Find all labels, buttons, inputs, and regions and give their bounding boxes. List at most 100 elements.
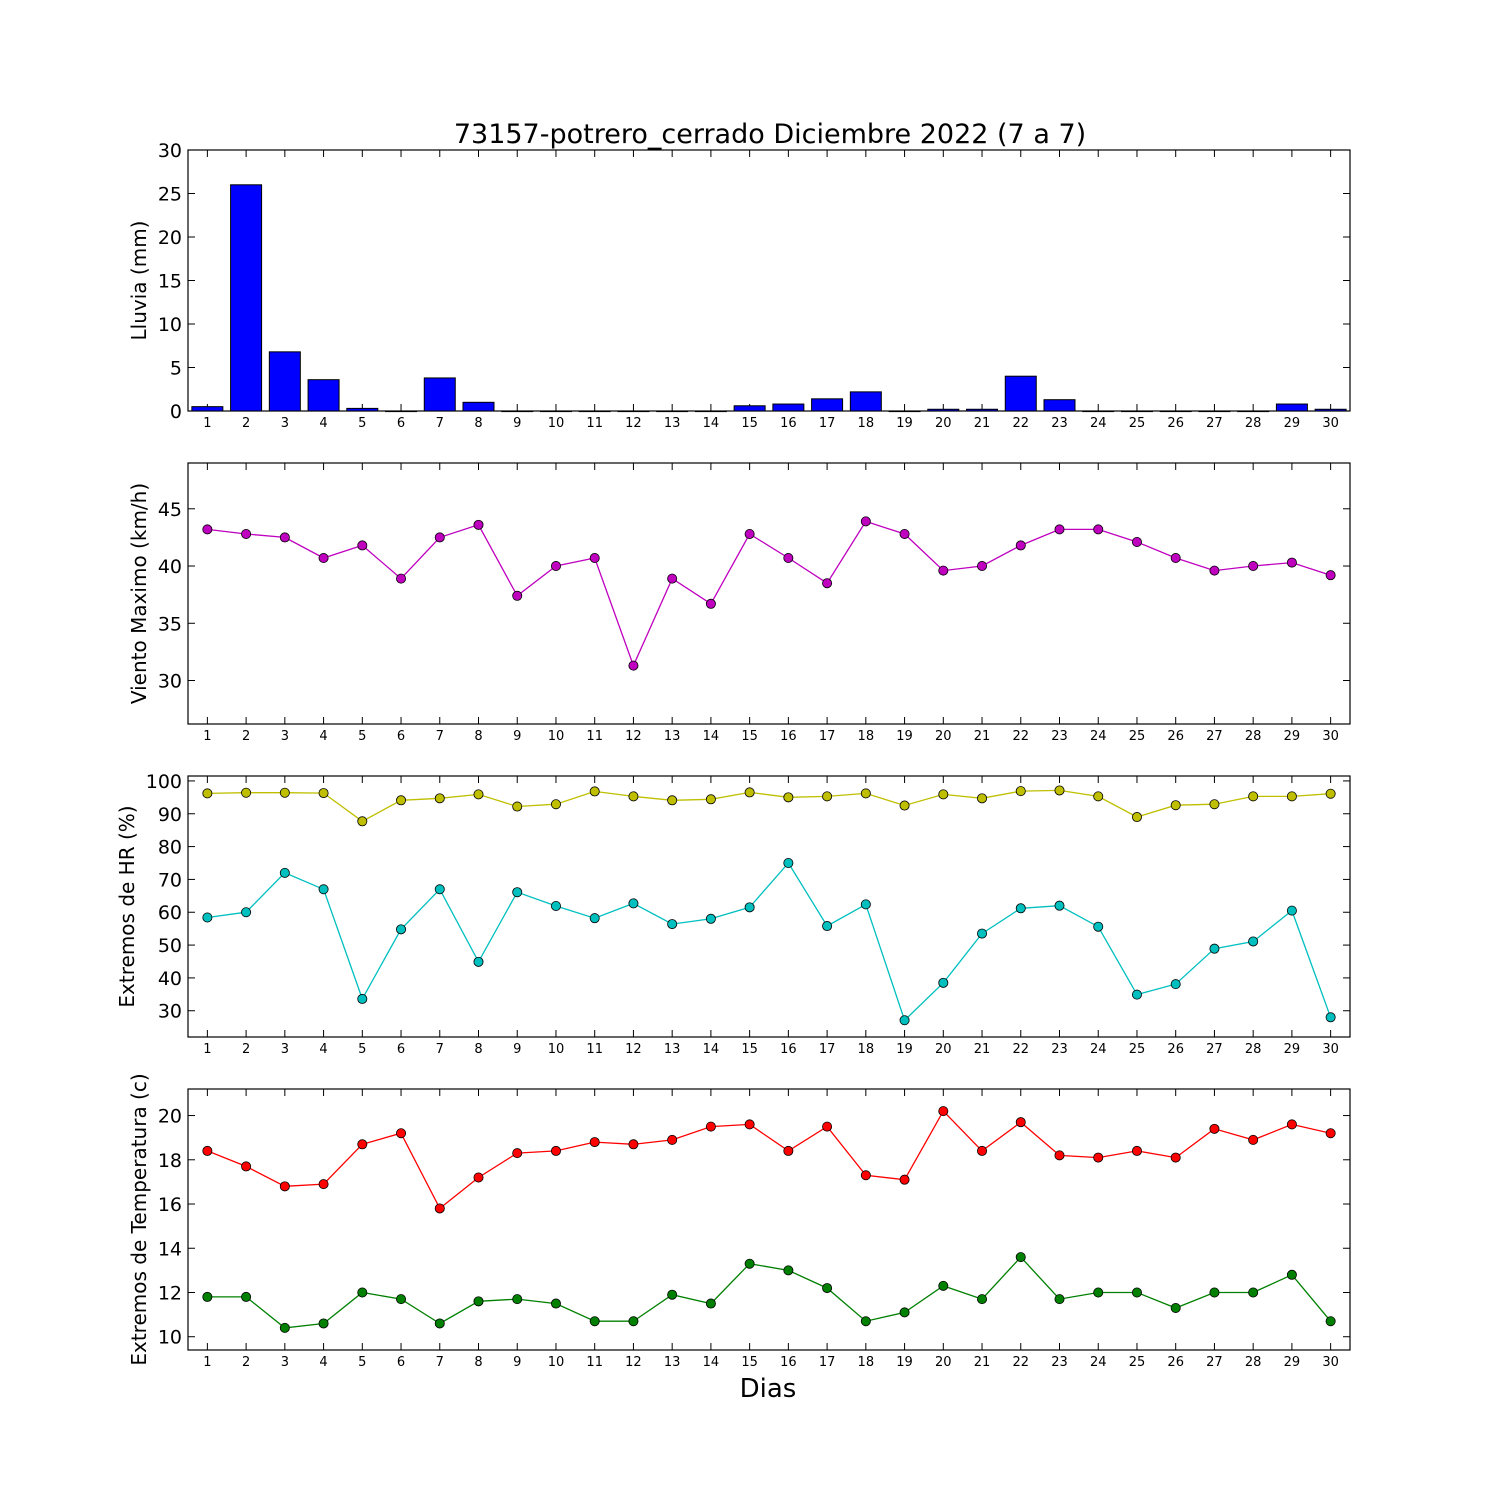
x-tick-label: 4: [319, 1355, 327, 1370]
point-s1-day-5: [357, 1139, 368, 1150]
point-s2-day-5: [357, 1287, 368, 1298]
x-tick-label: 27: [1206, 729, 1223, 744]
point-s1-day-18: [860, 516, 871, 527]
point-s2-day-6: [396, 1294, 407, 1305]
point-s1-day-27: [1209, 565, 1220, 576]
point-s1-day-28: [1248, 1134, 1259, 1145]
x-tick-label: 30: [1322, 729, 1339, 744]
bar-day-8: [462, 401, 495, 412]
bar-day-29: [1275, 403, 1308, 412]
point-s1-day-30: [1325, 788, 1336, 799]
bar-day-18: [849, 391, 882, 412]
point-s1-day-23: [1054, 785, 1065, 796]
point-s1-day-15: [744, 528, 755, 539]
point-s1-day-26: [1170, 800, 1181, 811]
point-s1-day-19: [899, 800, 910, 811]
x-tick-label: 18: [858, 1042, 875, 1057]
point-s1-day-10: [550, 799, 561, 810]
x-tick-label: 10: [548, 416, 565, 431]
bar-day-27: [1198, 410, 1231, 413]
point-s2-day-14: [705, 1298, 716, 1309]
point-s1-day-18: [860, 1170, 871, 1181]
point-s1-day-9: [512, 590, 523, 601]
point-s1-day-20: [938, 789, 949, 800]
point-s1-day-19: [899, 1174, 910, 1185]
point-s1-day-8: [473, 519, 484, 530]
point-s1-day-14: [705, 794, 716, 805]
y-tick-label: 30: [158, 140, 182, 162]
y-tick-label: 40: [158, 968, 182, 990]
y-tick-label: 10: [158, 1327, 182, 1349]
point-s2-day-17: [822, 1283, 833, 1294]
x-tick-label: 19: [896, 416, 913, 431]
x-tick-label: 8: [474, 1355, 482, 1370]
point-s1-day-17: [822, 1121, 833, 1132]
point-s1-day-5: [357, 540, 368, 551]
x-tick-label: 19: [896, 1042, 913, 1057]
point-s2-day-27: [1209, 943, 1220, 954]
point-s1-day-29: [1286, 791, 1297, 802]
point-s2-day-17: [822, 921, 833, 932]
x-tick-label: 2: [242, 416, 250, 431]
point-s1-day-21: [977, 561, 988, 572]
x-tick-label: 21: [974, 1042, 991, 1057]
point-s1-day-22: [1015, 786, 1026, 797]
point-s2-day-5: [357, 993, 368, 1004]
x-tick-label: 23: [1051, 729, 1068, 744]
point-s2-day-20: [938, 977, 949, 988]
x-tick-label: 22: [1012, 1355, 1029, 1370]
point-s1-day-4: [318, 788, 329, 799]
point-s2-day-30: [1325, 1316, 1336, 1327]
bar-day-3: [268, 351, 301, 412]
point-s1-day-10: [550, 1145, 561, 1156]
point-s1-day-16: [783, 792, 794, 803]
axes-frame: [187, 775, 1351, 1038]
point-s2-day-26: [1170, 1302, 1181, 1313]
x-tick-label: 14: [703, 729, 720, 744]
axes-frame: [187, 149, 1351, 412]
bar-day-24: [1082, 410, 1115, 413]
y-tick-label: 90: [158, 804, 182, 826]
x-tick-label: 3: [281, 1042, 289, 1057]
point-s2-day-15: [744, 1258, 755, 1269]
x-tick-label: 27: [1206, 1042, 1223, 1057]
x-tick-label: 24: [1090, 1042, 1107, 1057]
axes-frame: [187, 462, 1351, 725]
x-tick-label: 9: [513, 1355, 521, 1370]
bar-day-20: [927, 408, 960, 412]
bar-day-10: [539, 410, 572, 413]
x-tick-label: 12: [625, 1355, 642, 1370]
point-s1-day-2: [241, 1161, 252, 1172]
x-tick-label: 16: [780, 729, 797, 744]
point-s2-day-29: [1286, 1269, 1297, 1280]
point-s2-day-19: [899, 1307, 910, 1318]
point-s2-day-16: [783, 1265, 794, 1276]
x-tick-label: 13: [664, 1355, 681, 1370]
x-tick-label: 11: [586, 416, 603, 431]
x-tick-label: 3: [281, 1355, 289, 1370]
x-tick-label: 7: [436, 729, 444, 744]
bar-day-12: [617, 410, 650, 413]
y-tick-label: 25: [158, 184, 182, 206]
x-tick-label: 10: [548, 729, 565, 744]
y-tick-label: 0: [170, 401, 182, 423]
x-tick-label: 9: [513, 1042, 521, 1057]
x-tick-label: 26: [1167, 1355, 1184, 1370]
x-tick-label: 15: [741, 729, 758, 744]
point-s1-day-4: [318, 553, 329, 564]
point-s1-day-7: [434, 1203, 445, 1214]
y-tick-label: 100: [146, 771, 182, 793]
point-s2-day-27: [1209, 1287, 1220, 1298]
x-tick-label: 25: [1129, 1355, 1146, 1370]
x-tick-label: 3: [281, 729, 289, 744]
point-s2-day-20: [938, 1280, 949, 1291]
point-s1-day-27: [1209, 799, 1220, 810]
y-tick-label: 15: [158, 271, 182, 293]
point-s1-day-8: [473, 1172, 484, 1183]
point-s1-day-24: [1093, 791, 1104, 802]
bar-day-30: [1314, 408, 1347, 412]
x-tick-label: 17: [819, 729, 836, 744]
